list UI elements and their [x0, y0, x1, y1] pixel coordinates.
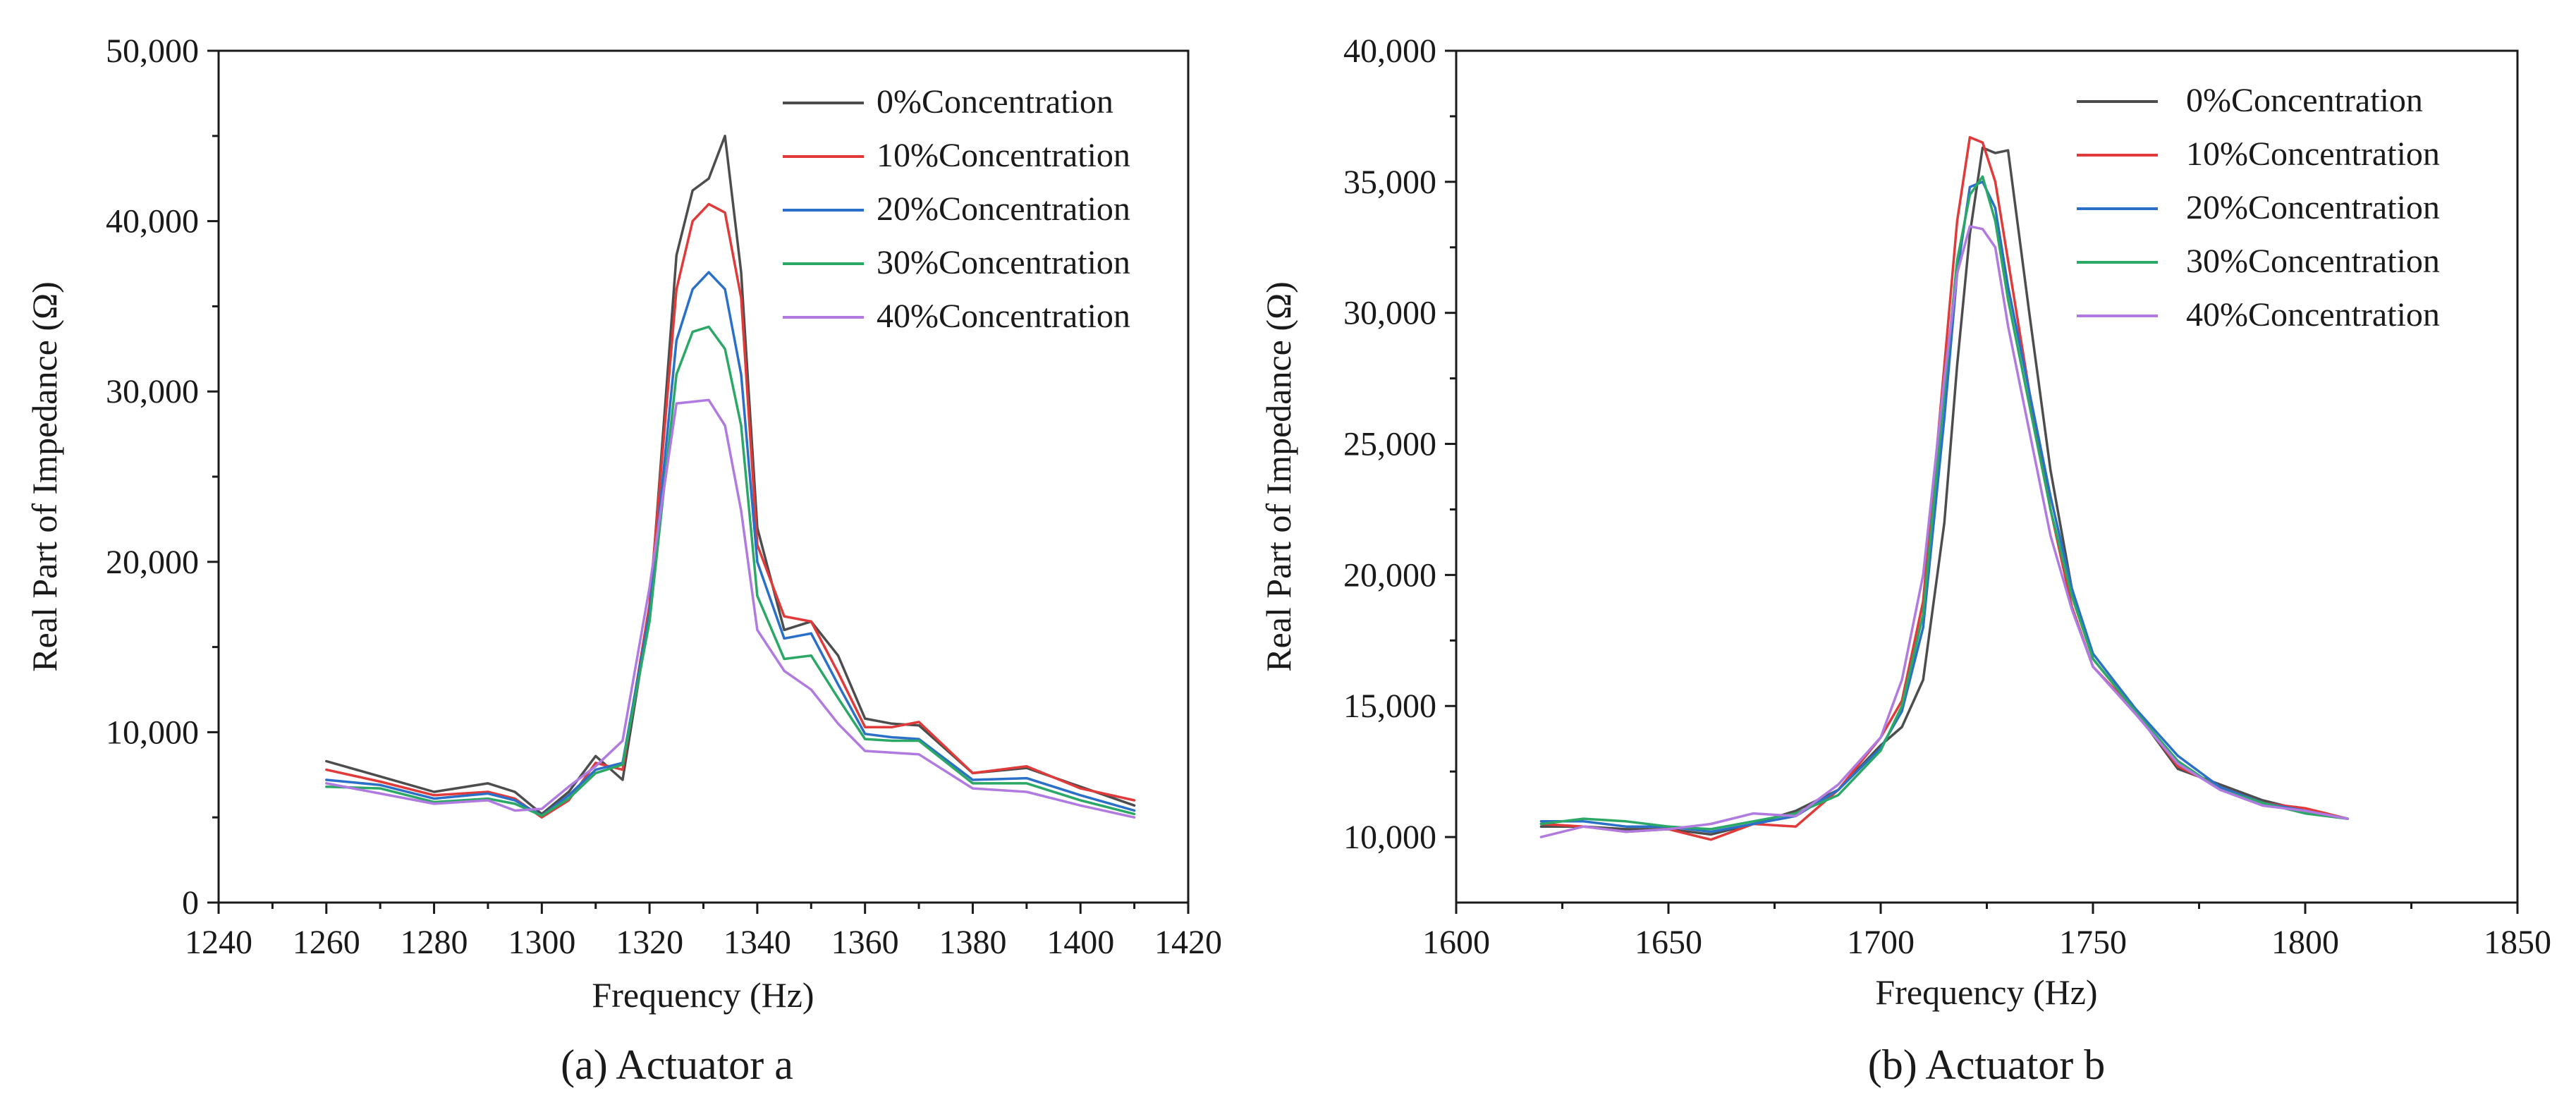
legend-label: 20%Concentration: [877, 190, 1130, 228]
y-tick-label: 15,000: [1343, 688, 1436, 725]
x-tick-label: 1280: [401, 924, 468, 961]
x-tick-label: 1260: [293, 924, 360, 961]
x-axis-title: Frequency (Hz): [1875, 972, 2097, 1012]
y-tick-label: 10,000: [1343, 819, 1436, 856]
x-tick-label: 1650: [1635, 924, 1702, 961]
x-tick-label: 1750: [2059, 924, 2127, 961]
legend-label: 0%Concentration: [2186, 82, 2423, 119]
legend-label: 10%Concentration: [2186, 135, 2440, 173]
x-tick-label: 1240: [185, 924, 252, 961]
x-tick-label: 1850: [2484, 924, 2551, 961]
y-tick-label: 20,000: [106, 544, 199, 581]
y-tick-label: 30,000: [1343, 295, 1436, 332]
y-tick-label: 25,000: [1343, 426, 1436, 463]
x-tick-label: 1700: [1847, 924, 1915, 961]
legend-label: 20%Concentration: [2186, 189, 2440, 226]
y-tick-label: 20,000: [1343, 556, 1436, 594]
x-tick-label: 1400: [1046, 924, 1114, 961]
y-tick-label: 10,000: [106, 714, 199, 751]
series-line-1: [325, 202, 1136, 819]
series-line-0: [325, 135, 1136, 816]
legend: 0%Concentration 10%Concentration 20%Concen…: [2077, 82, 2440, 334]
x-tick-label: 1300: [508, 924, 575, 961]
x-tick-label: 1360: [831, 924, 899, 961]
legend: 0%Concentration 10%Concentration 20%Concen…: [783, 83, 1130, 335]
x-tick-label: 1320: [616, 924, 683, 961]
series-line-3: [1539, 175, 2349, 831]
legend-label: 40%Concentration: [877, 298, 1130, 335]
panel-caption: (b) Actuator b: [1868, 1041, 2106, 1088]
x-tick-labels: 1240 1260 1280 1300 1320 1340 1360 1380 1400 1420: [185, 924, 1222, 961]
legend-label: 30%Concentration: [2186, 243, 2440, 280]
y-axis-title: Real Part of Impedance (Ω): [1259, 281, 1298, 672]
x-axis-title: Frequency (Hz): [592, 975, 814, 1015]
series-line-3: [325, 325, 1136, 817]
y-tick-label: 40,000: [1343, 32, 1436, 70]
series-line-4: [1539, 225, 2349, 838]
y-tick-labels: 10,000 15,000 20,000 25,000 30,000 35,000 40,0…: [1343, 32, 1436, 856]
series-group: [1539, 135, 2349, 841]
series-line-2: [325, 271, 1136, 817]
series-line-4: [325, 398, 1136, 819]
legend-label: 10%Concentration: [877, 137, 1130, 174]
series-group: [325, 135, 1136, 819]
x-tick-label: 1420: [1154, 924, 1222, 961]
x-tick-label: 1380: [939, 924, 1006, 961]
x-tick-label: 1800: [2271, 924, 2339, 961]
y-tick-label: 30,000: [106, 373, 199, 410]
x-tick-labels: 1600 1650 1700 1750 1800 1850: [1422, 924, 2551, 961]
chart-panel-a: 1240 1260 1280 1300 1320 1340 1360 1380 1400 1420…: [25, 32, 1222, 1088]
tick-marks: [207, 49, 1190, 914]
y-tick-labels: 0 10,000 20,000 30,000 40,000 50,000: [106, 32, 199, 922]
plot-frame: [1455, 49, 2519, 904]
y-axis-title: Real Part of Impedance (Ω): [25, 281, 64, 672]
panel-caption: (a) Actuator a: [561, 1041, 793, 1088]
x-tick-label: 1340: [724, 924, 791, 961]
legend-label: 30%Concentration: [877, 244, 1130, 281]
chart-panel-b: 1600 1650 1700 1750 1800 1850 10,000 15,000 20,…: [1259, 32, 2551, 1088]
y-tick-label: 0: [182, 884, 199, 922]
legend-label: 40%Concentration: [2186, 296, 2440, 334]
x-tick-label: 1600: [1422, 924, 1490, 961]
legend-label: 0%Concentration: [877, 83, 1113, 121]
y-tick-label: 35,000: [1343, 164, 1436, 201]
y-tick-label: 50,000: [106, 32, 199, 70]
y-tick-label: 40,000: [106, 203, 199, 240]
tick-marks: [1445, 49, 2519, 914]
series-line-2: [1539, 181, 2349, 833]
